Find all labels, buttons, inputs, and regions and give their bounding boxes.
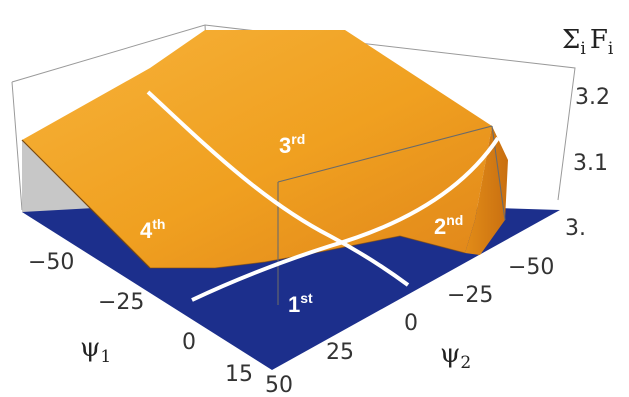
region-label-1st: 1st <box>288 290 313 317</box>
orange-surface <box>21 30 508 269</box>
region-labels: 1st 2nd 3rd 4th <box>140 131 463 317</box>
psi1-tick-minus-25: −25 <box>98 290 144 315</box>
z-tick-3-1: 3.1 <box>573 151 608 176</box>
psi1-tick-minus-50: −50 <box>28 250 74 275</box>
z-axis-ticks: 3.2 3.1 3. <box>565 85 610 241</box>
psi2-tick-minus-50: −50 <box>508 255 554 280</box>
region-label-3rd: 3rd <box>279 131 305 158</box>
region-label-2nd: 2nd <box>434 212 463 239</box>
psi1-tick-15: 15 <box>225 362 253 387</box>
psi2-tick-25: 25 <box>326 340 354 365</box>
psi2-tick-50: 50 <box>265 373 293 397</box>
psi2-tick-0: 0 <box>404 311 418 336</box>
divider-curve-a <box>146 90 410 287</box>
divider-curve-b <box>191 136 500 302</box>
psi1-axis-title: ψ1 <box>80 333 111 367</box>
psi2-axis-title: ψ2 <box>440 339 471 373</box>
z-tick-3-2: 3.2 <box>575 85 610 110</box>
psi1-axis-ticks: −50 −25 0 15 <box>28 250 253 387</box>
psi2-axis-ticks: −50 −25 0 25 50 <box>265 255 554 397</box>
z-tick-3-0: 3. <box>565 216 586 241</box>
psi2-tick-minus-25: −25 <box>447 283 493 308</box>
region-label-4th: 4th <box>140 216 165 243</box>
z-axis-title: Σi Fi <box>562 25 614 59</box>
psi1-tick-0: 0 <box>182 330 196 355</box>
region-dividers <box>146 90 500 302</box>
